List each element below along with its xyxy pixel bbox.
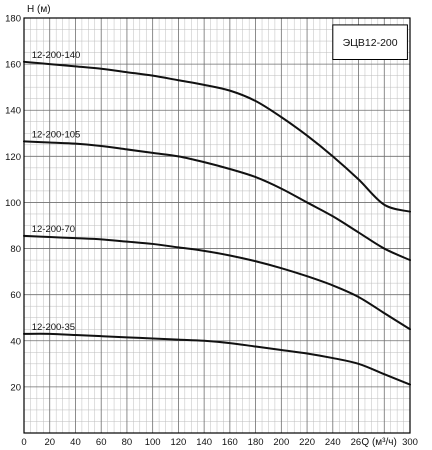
series-label: 12-200-70 xyxy=(32,224,75,235)
chart-title: ЭЦВ12-200 xyxy=(343,37,398,49)
plot-frame xyxy=(23,17,411,434)
series-label: 12-200-140 xyxy=(32,50,81,61)
y-tick-label: 20 xyxy=(10,382,21,393)
x-tick-label: 120 xyxy=(170,437,186,448)
tick-labels: 0204060801001201401601802002202402602803… xyxy=(5,14,418,449)
series-curve-12-200-105 xyxy=(23,140,411,262)
y-tick-label: 60 xyxy=(10,290,21,301)
y-tick-label: 180 xyxy=(5,14,21,25)
x-tick-label: 200 xyxy=(273,437,289,448)
x-tick-label: 80 xyxy=(122,437,133,448)
x-tick-label: 100 xyxy=(145,437,161,448)
x-tick-label: 180 xyxy=(248,437,264,448)
y-tick-label: 160 xyxy=(5,60,21,71)
series-curve-12-200-70 xyxy=(23,234,411,331)
x-tick-label: 20 xyxy=(44,437,55,448)
series-label: 12-200-105 xyxy=(32,129,81,140)
y-tick-label: 120 xyxy=(5,152,21,163)
minor-gridlines xyxy=(24,18,410,433)
x-tick-label: 140 xyxy=(196,437,212,448)
x-tick-label: 260 xyxy=(351,437,367,448)
y-axis-title: H (м) xyxy=(27,4,51,15)
x-tick-label: 300 xyxy=(402,437,418,448)
x-tick-label: 160 xyxy=(222,437,238,448)
series-curve-12-200-140 xyxy=(23,60,411,213)
x-tick-label: 220 xyxy=(299,437,315,448)
series-label: 12-200-35 xyxy=(32,322,75,333)
y-tick-label: 140 xyxy=(5,106,21,117)
chart-title-box: ЭЦВ12-200 xyxy=(332,24,408,60)
x-tick-label: 240 xyxy=(325,437,341,448)
x-tick-label: 40 xyxy=(70,437,81,448)
series-curve-12-200-35 xyxy=(23,332,411,386)
x-tick-label: 0 xyxy=(21,437,26,448)
y-tick-label: 100 xyxy=(5,198,21,209)
y-tick-label: 40 xyxy=(10,336,21,347)
x-axis-title: Q (м³/ч) xyxy=(361,437,396,448)
x-axis-title-background xyxy=(361,436,400,448)
series-curves: 12-200-140 12-200-105 12-200-70 12-200-35 xyxy=(23,50,411,386)
chart-title-background xyxy=(332,24,408,60)
y-tick-label: 80 xyxy=(10,244,21,255)
x-tick-label: 60 xyxy=(96,437,107,448)
